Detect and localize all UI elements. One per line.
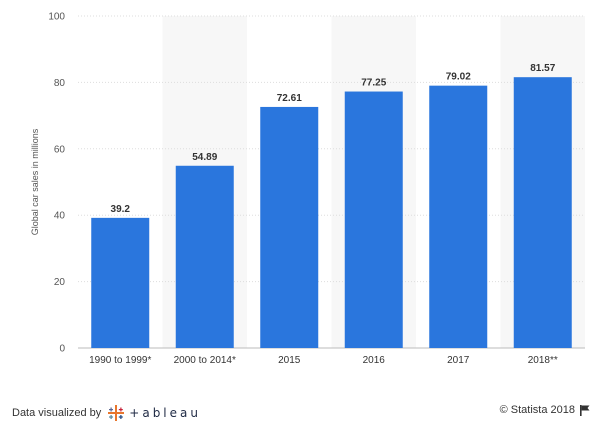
x-tick-label: 2015 [278, 355, 301, 366]
bar[interactable] [260, 106, 319, 348]
bar[interactable] [513, 77, 572, 349]
data-label: 54.89 [192, 152, 217, 163]
credit-text: Data visualized by [12, 407, 102, 419]
y-tick-label: 80 [54, 78, 66, 89]
bar[interactable] [344, 91, 403, 348]
x-tick-label: 2018** [528, 355, 558, 366]
y-axis-label: Global car sales in millions [30, 128, 40, 235]
data-label: 81.57 [530, 63, 555, 74]
data-label: 79.02 [446, 72, 471, 83]
x-tick-label: 2017 [447, 355, 470, 366]
x-tick-label: 1990 to 1999* [89, 355, 151, 366]
tableau-wordmark: +ableau [129, 406, 201, 420]
y-tick-label: 60 [54, 144, 66, 155]
bars [91, 77, 572, 349]
category-labels: 1990 to 1999* 2000 to 2014* 2015 2016 2017 20… [89, 355, 558, 366]
bar[interactable] [91, 217, 150, 348]
flag-icon [580, 404, 590, 416]
copyright-area[interactable]: © Statista 2018 [500, 404, 590, 416]
data-label: 39.2 [111, 204, 131, 215]
bar[interactable] [175, 165, 234, 348]
bar-chart: 0 20 40 60 80 100 Global car sales in million… [30, 12, 585, 366]
data-label: 77.25 [361, 78, 386, 89]
y-tick-label: 20 [54, 277, 66, 288]
gridlines [78, 15, 585, 349]
x-tick-label: 2016 [363, 355, 386, 366]
tableau-cross-icon [108, 405, 125, 421]
data-credit[interactable]: Data visualized by +ableau [12, 404, 201, 422]
x-tick-label: 2000 to 2014* [174, 355, 236, 366]
y-axis-ticks: 0 20 40 60 80 100 [48, 12, 65, 355]
data-label: 72.61 [277, 93, 302, 104]
data-labels: 39.2 54.89 72.61 77.25 79.02 81.57 [111, 63, 556, 215]
footer: Data visualized by +ableau © Statista 20… [0, 398, 600, 422]
tableau-logo: +ableau [107, 404, 201, 422]
y-tick-label: 40 [54, 211, 66, 222]
y-tick-label: 100 [48, 12, 65, 23]
copyright-text: © Statista 2018 [499, 404, 575, 416]
y-tick-label: 0 [59, 344, 65, 355]
bar[interactable] [429, 85, 488, 349]
